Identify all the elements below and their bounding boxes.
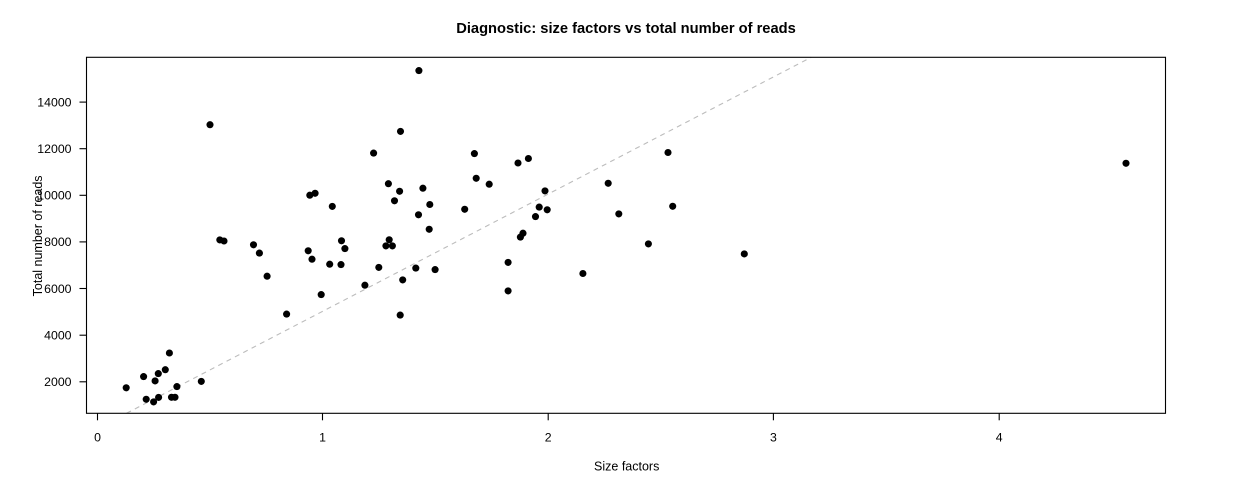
svg-text:0: 0 bbox=[94, 430, 101, 444]
svg-text:4: 4 bbox=[996, 430, 1003, 444]
svg-text:2000: 2000 bbox=[44, 375, 72, 389]
svg-text:Diagnostic: size factors vs to: Diagnostic: size factors vs total number… bbox=[456, 21, 796, 37]
svg-text:3: 3 bbox=[770, 430, 777, 444]
svg-text:10000: 10000 bbox=[37, 189, 71, 203]
svg-text:2: 2 bbox=[545, 430, 552, 444]
svg-text:8000: 8000 bbox=[44, 235, 72, 249]
svg-text:6000: 6000 bbox=[44, 282, 72, 296]
svg-text:14000: 14000 bbox=[37, 95, 71, 109]
svg-text:1: 1 bbox=[319, 430, 326, 444]
svg-text:Total number of reads: Total number of reads bbox=[31, 175, 45, 296]
svg-text:Size factors: Size factors bbox=[594, 459, 659, 473]
svg-text:12000: 12000 bbox=[37, 142, 71, 156]
svg-text:4000: 4000 bbox=[44, 329, 72, 343]
